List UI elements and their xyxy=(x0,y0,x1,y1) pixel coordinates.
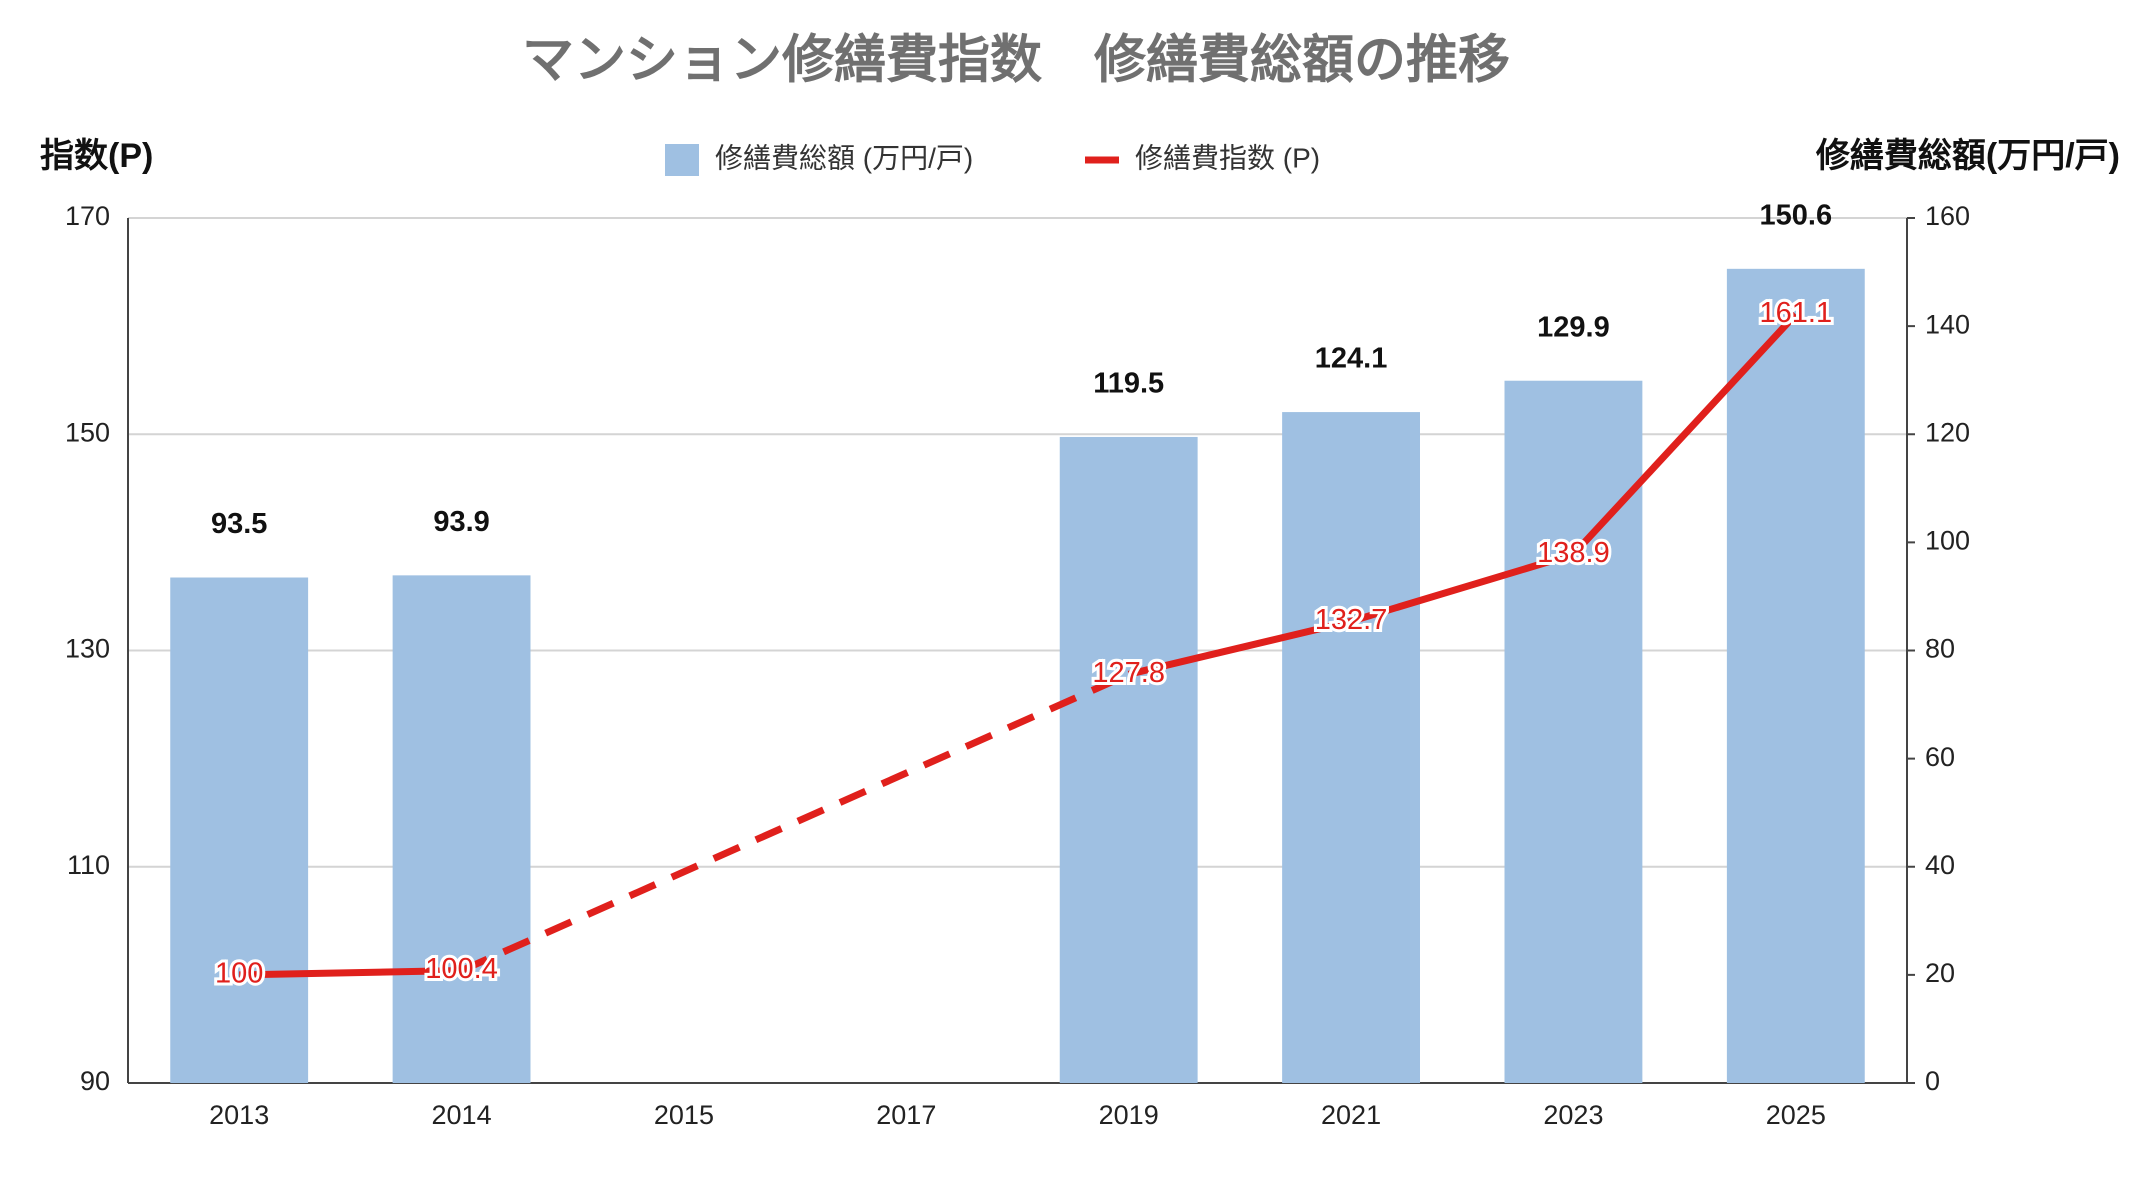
bar xyxy=(170,577,309,1083)
x-tick-label: 2023 xyxy=(1543,1100,1603,1130)
bar xyxy=(1282,412,1420,1084)
legend-swatch xyxy=(665,144,699,176)
bar-value-label: 93.5 xyxy=(211,508,267,540)
y2-tick-label: 20 xyxy=(1925,958,1955,988)
line-value-label: 100 xyxy=(215,958,263,990)
y2-axis-title: 修繕費総額(万円/戸) xyxy=(1815,137,2120,175)
y2-tick-label: 40 xyxy=(1925,850,1955,880)
line-value-label: 100.4 xyxy=(425,953,498,985)
line-value-label: 132.7 xyxy=(1315,604,1388,636)
bar-value-label: 129.9 xyxy=(1537,311,1610,343)
bar-value-label: 93.9 xyxy=(433,506,489,538)
bar xyxy=(392,575,531,1083)
bar-value-label: 119.5 xyxy=(1093,368,1164,400)
line-piece xyxy=(1127,311,1799,678)
bar xyxy=(1504,380,1643,1083)
y2-tick-label: 0 xyxy=(1925,1066,1940,1096)
y-tick-label: 90 xyxy=(80,1066,110,1096)
y-tick-label: 130 xyxy=(65,634,110,664)
line-value-label: 138.9 xyxy=(1537,537,1610,569)
y-tick-label: 110 xyxy=(67,850,110,880)
gap-connector xyxy=(460,671,1131,974)
bar xyxy=(1726,268,1865,1084)
y2-tick-label: 80 xyxy=(1925,634,1955,664)
bar xyxy=(1059,436,1198,1083)
line-value-label: 127.8 xyxy=(1092,657,1165,689)
chart-title: マンション修繕費指数 修繕費総額の推移 xyxy=(522,32,1510,90)
y2-tick-label: 60 xyxy=(1925,742,1955,772)
x-tick-label: 2017 xyxy=(876,1100,936,1130)
y2-tick-label: 100 xyxy=(1925,526,1970,556)
y2-tick-label: 120 xyxy=(1925,417,1970,447)
bar-value-label: 124.1 xyxy=(1315,343,1388,375)
x-tick-label: 2025 xyxy=(1766,1100,1826,1130)
y-tick-label: 150 xyxy=(65,417,110,447)
line-piece xyxy=(239,967,462,979)
x-tick-label: 2015 xyxy=(654,1100,714,1130)
x-tick-label: 2019 xyxy=(1099,1100,1159,1130)
x-tick-label: 2013 xyxy=(209,1100,269,1130)
y-axis-title: 指数(P) xyxy=(40,137,153,175)
y2-tick-label: 140 xyxy=(1925,309,1970,339)
line-value-label: 161.1 xyxy=(1760,297,1833,329)
x-tick-label: 2014 xyxy=(432,1100,492,1130)
legend-label: 修繕費総額 (万円/戸) xyxy=(715,142,973,173)
x-tick-label: 2021 xyxy=(1321,1100,1381,1130)
legend-label: 修繕費指数 (P) xyxy=(1135,142,1320,173)
bar-value-label: 150.6 xyxy=(1760,199,1833,231)
y2-tick-label: 160 xyxy=(1925,201,1970,231)
y-tick-label: 170 xyxy=(65,201,110,231)
